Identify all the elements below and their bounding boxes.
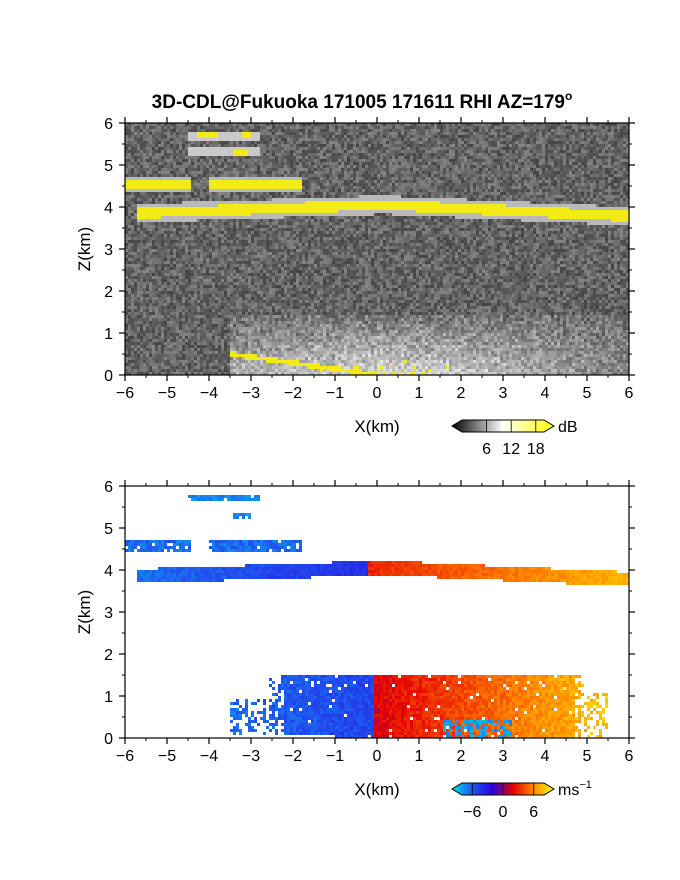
x-tick-label: −2 [284,748,302,765]
velocity-axes: −6 −5 −4 −3 −2 −1 0 1 2 3 4 5 6 0 1 2 3 4 5 6 [104,479,635,765]
y-tick-label: 1 [104,689,113,706]
colorbar-tick-label: 6 [482,441,491,458]
x-tick-label: −5 [158,385,176,402]
y-tick-label: 2 [104,647,113,664]
x-tick-label: −1 [326,748,344,765]
colorbar-tick-label: 12 [502,441,520,458]
x-tick-label: 5 [583,385,592,402]
x-tick-label: −6 [116,385,134,402]
backscatter-axes: −6 −5 −4 −3 −2 −1 0 1 2 3 4 5 6 0 1 2 3 4 5 6 [104,116,635,402]
x-tick-label: 0 [373,748,382,765]
x-tick-label: 6 [625,385,634,402]
x-tick-label: −3 [242,748,260,765]
colorbar-tick-label: 0 [499,804,508,821]
y-tick-label: 5 [104,158,113,175]
colorbar-label: ms−1 [558,779,592,799]
velocity-heatmap [125,486,629,738]
colorbar-label: dB [558,419,578,436]
y-tick-label: 4 [104,200,113,217]
backscatter-x-axis-label: X(km) [354,417,399,436]
y-tick-label: 0 [104,731,113,748]
x-tick-label: 4 [541,748,550,765]
x-tick-label: −2 [284,385,302,402]
y-tick-label: 1 [104,326,113,343]
x-tick-label: −1 [326,385,344,402]
x-tick-label: 1 [415,748,424,765]
backscatter-colorbar: 6 12 18 dB [451,419,578,458]
y-tick-label: 6 [104,479,113,496]
y-tick-label: 3 [104,242,113,259]
chart-title: 3D-CDL@Fukuoka 171005 171611 RHI AZ=179o [152,89,573,113]
x-tick-label: 1 [415,385,424,402]
x-tick-label: −4 [200,748,218,765]
x-tick-label: 3 [499,385,508,402]
y-tick-label: 2 [104,284,113,301]
y-tick-label: 4 [104,563,113,580]
backscatter-y-axis-label: Z(km) [75,227,94,271]
y-tick-label: 0 [104,368,113,385]
x-tick-label: −6 [116,748,134,765]
colorbar-tick-label: −6 [463,804,481,821]
y-tick-label: 3 [104,605,113,622]
colorbar-tick-label: 6 [529,804,538,821]
x-tick-label: 2 [457,385,466,402]
x-tick-label: 2 [457,748,466,765]
x-tick-label: −5 [158,748,176,765]
x-tick-label: −3 [242,385,260,402]
x-tick-label: 6 [625,748,634,765]
colorbar-scale [451,419,555,433]
x-tick-label: −4 [200,385,218,402]
colorbar-tick-label: 18 [527,441,545,458]
y-tick-label: 6 [104,116,113,133]
y-tick-label: 5 [104,521,113,538]
velocity-colorbar: −6 0 6 ms−1 [451,779,592,821]
velocity-panel: −6 −5 −4 −3 −2 −1 0 1 2 3 4 5 6 0 1 2 3 4 5 6 X(km) Z(km) −… [75,479,635,821]
x-tick-label: 0 [373,385,382,402]
velocity-y-axis-label: Z(km) [75,590,94,634]
x-tick-label: 3 [499,748,508,765]
backscatter-heatmap [125,123,629,375]
x-tick-label: 4 [541,385,550,402]
velocity-x-axis-label: X(km) [354,780,399,799]
x-tick-label: 5 [583,748,592,765]
